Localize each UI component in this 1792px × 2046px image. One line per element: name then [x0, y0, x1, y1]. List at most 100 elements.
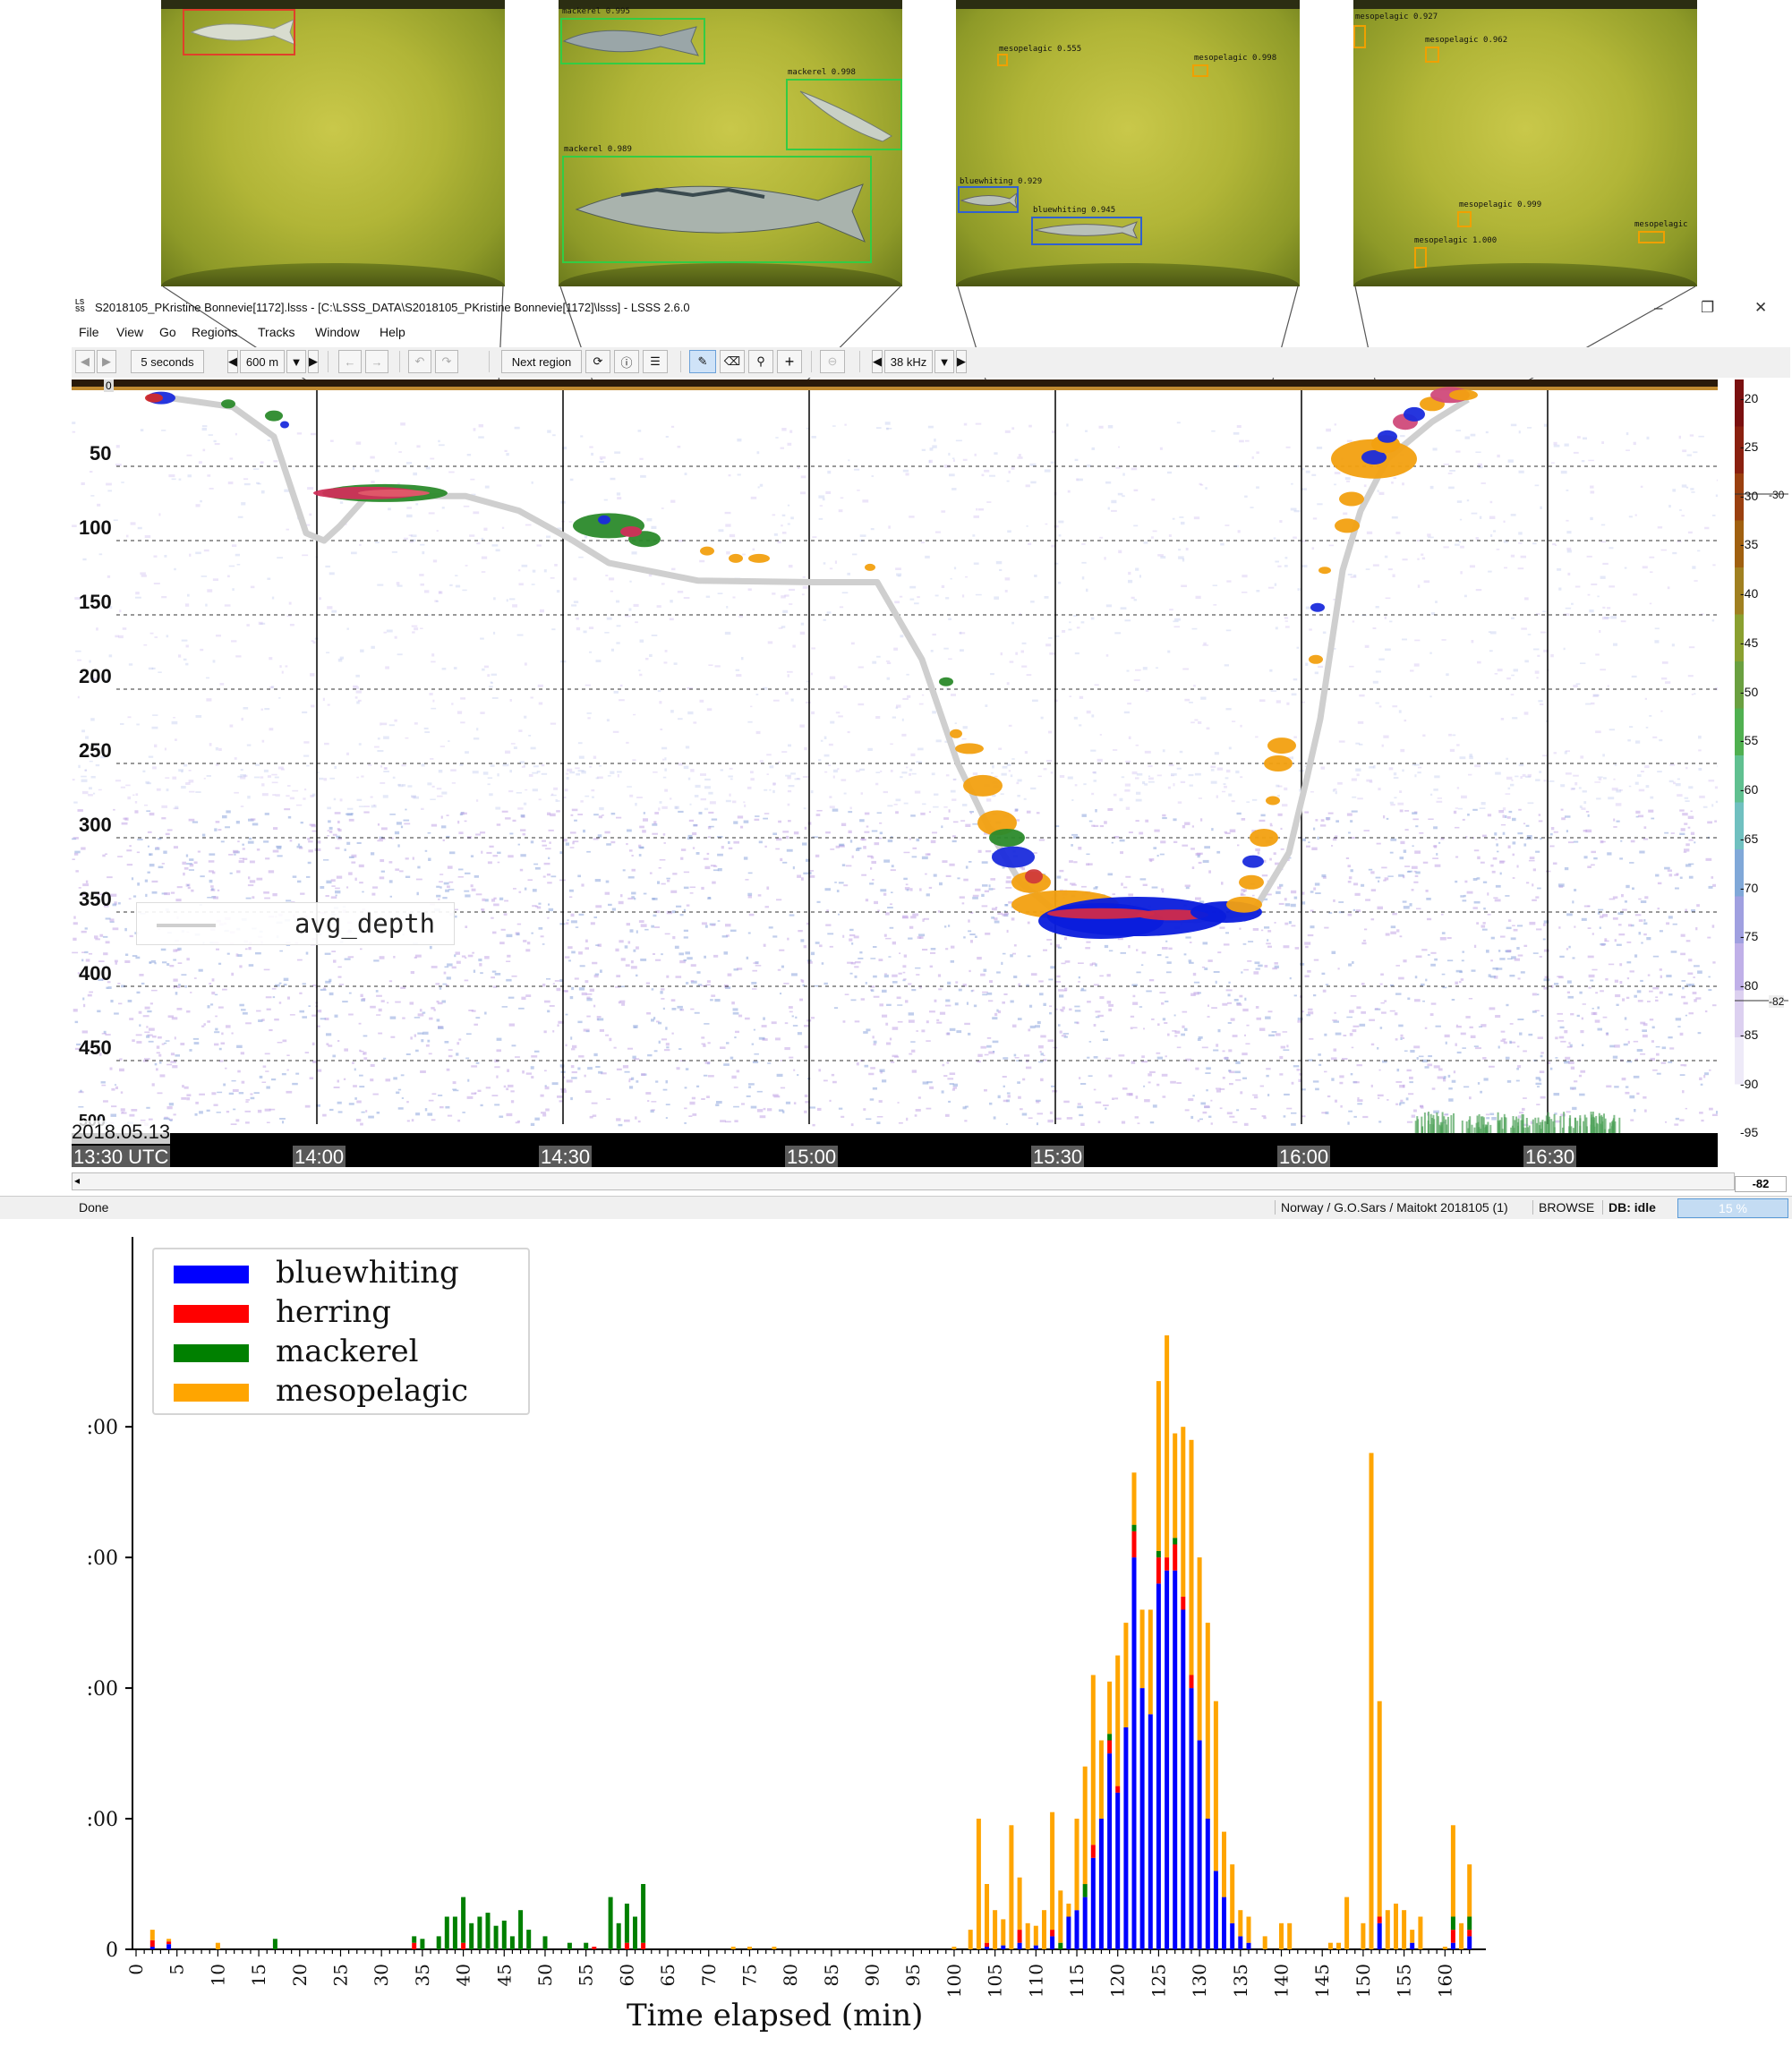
- eraser-icon[interactable]: ⌫: [720, 350, 745, 373]
- pencil-icon[interactable]: ✎: [689, 350, 716, 373]
- speckle: [827, 471, 831, 473]
- speckle: [864, 831, 869, 833]
- speckle: [608, 904, 612, 906]
- speckle: [166, 635, 169, 637]
- speckle: [1627, 739, 1631, 741]
- speckle: [1297, 647, 1300, 649]
- step-back-icon[interactable]: ◀: [75, 350, 95, 373]
- frequency-right-icon[interactable]: ▶: [956, 350, 967, 373]
- speckle: [912, 914, 918, 916]
- speckle: [1712, 515, 1716, 516]
- menu-tracks[interactable]: Tracks: [258, 325, 294, 339]
- speckle: [964, 1120, 967, 1121]
- speckle: [1291, 1123, 1296, 1126]
- range-select[interactable]: 600 m: [240, 350, 285, 373]
- speckle: [209, 488, 214, 490]
- speckle: [782, 610, 788, 613]
- speckle: [1365, 645, 1370, 648]
- speckle: [605, 1035, 609, 1036]
- menu-window[interactable]: Window: [315, 325, 360, 339]
- range-right-icon[interactable]: ▶: [308, 350, 319, 373]
- menu-view[interactable]: View: [116, 325, 143, 339]
- menu-file[interactable]: File: [79, 325, 99, 339]
- echogram[interactable]: avg_depth 50 100 150 200 250 300 350 400…: [72, 379, 1718, 1167]
- speckle: [715, 665, 721, 667]
- speckle: [1644, 1110, 1647, 1113]
- range-dropdown-icon[interactable]: ▼: [286, 350, 306, 373]
- speckle: [1677, 779, 1680, 780]
- frequency-left-icon[interactable]: ◀: [872, 350, 883, 373]
- speckle: [1285, 903, 1291, 906]
- speckle: [593, 1114, 597, 1117]
- speckle: [1217, 768, 1223, 771]
- speckle: [1498, 669, 1503, 671]
- speckle: [431, 824, 437, 827]
- speckle: [790, 516, 794, 519]
- speckle: [340, 798, 343, 801]
- speckle: [1213, 584, 1217, 586]
- speckle: [1475, 452, 1481, 454]
- speckle: [135, 592, 140, 594]
- next-region-button[interactable]: Next region: [501, 350, 582, 373]
- speckle: [850, 840, 852, 842]
- speckle: [666, 1080, 669, 1083]
- speckle: [265, 1053, 270, 1055]
- restore-button[interactable]: ❐: [1701, 299, 1714, 317]
- refresh-icon[interactable]: ⟳: [585, 350, 610, 373]
- speckle: [499, 942, 505, 944]
- speckle: [181, 786, 186, 789]
- speckle: [212, 872, 215, 874]
- zoom-icon[interactable]: ⚲: [748, 350, 773, 373]
- speckle: [1121, 882, 1123, 885]
- speckle: [1428, 1055, 1432, 1057]
- minimize-button[interactable]: –: [1654, 299, 1662, 317]
- speckle: [1597, 596, 1599, 598]
- speckle: [1703, 1075, 1705, 1078]
- speckle: [1681, 934, 1685, 937]
- speckle: [849, 939, 852, 942]
- menu-regions[interactable]: Regions: [192, 325, 237, 339]
- speckle: [617, 492, 620, 495]
- rotate-left-icon[interactable]: ↶: [408, 350, 431, 373]
- speckle: [515, 1056, 520, 1058]
- speckle: [380, 765, 382, 768]
- menu-go[interactable]: Go: [159, 325, 176, 339]
- speckle: [987, 1037, 991, 1039]
- speckle: [830, 848, 834, 850]
- speckle: [1413, 1045, 1420, 1048]
- speckle: [256, 1010, 260, 1012]
- back-arrow-icon[interactable]: ←: [338, 350, 362, 373]
- speckle: [406, 1101, 409, 1103]
- forward-arrow-icon[interactable]: →: [365, 350, 388, 373]
- close-button[interactable]: ✕: [1754, 299, 1767, 317]
- speckle: [1185, 936, 1190, 938]
- speckle: [1177, 422, 1181, 423]
- speckle: [144, 1058, 150, 1060]
- list-icon[interactable]: ☰: [643, 350, 668, 373]
- speckle: [225, 826, 230, 828]
- speckle: [1112, 1098, 1114, 1101]
- speckle: [1233, 1035, 1238, 1037]
- speckle: [395, 1002, 401, 1003]
- menu-help[interactable]: Help: [380, 325, 405, 339]
- rotate-right-icon[interactable]: ↷: [435, 350, 458, 373]
- speckle: [180, 1043, 184, 1045]
- interval-select[interactable]: 5 seconds: [131, 350, 204, 373]
- speckle: [1050, 942, 1052, 944]
- speckle: [1567, 1046, 1573, 1048]
- range-left-icon[interactable]: ◀: [227, 350, 238, 373]
- speckle: [74, 851, 80, 854]
- speckle: [1121, 607, 1127, 610]
- info-icon[interactable]: ⓘ: [614, 350, 639, 373]
- speckle: [571, 920, 577, 923]
- disabled-icon[interactable]: ⊖: [820, 350, 845, 373]
- add-icon[interactable]: +: [777, 350, 802, 373]
- speckle: [149, 853, 152, 856]
- frequency-dropdown-icon[interactable]: ▼: [934, 350, 954, 373]
- speckle: [394, 720, 397, 722]
- speckle: [685, 951, 690, 954]
- frequency-select[interactable]: 38 kHz: [884, 350, 933, 373]
- speckle: [1113, 893, 1116, 895]
- step-forward-icon[interactable]: ▶: [97, 350, 116, 373]
- speckle: [193, 1038, 199, 1040]
